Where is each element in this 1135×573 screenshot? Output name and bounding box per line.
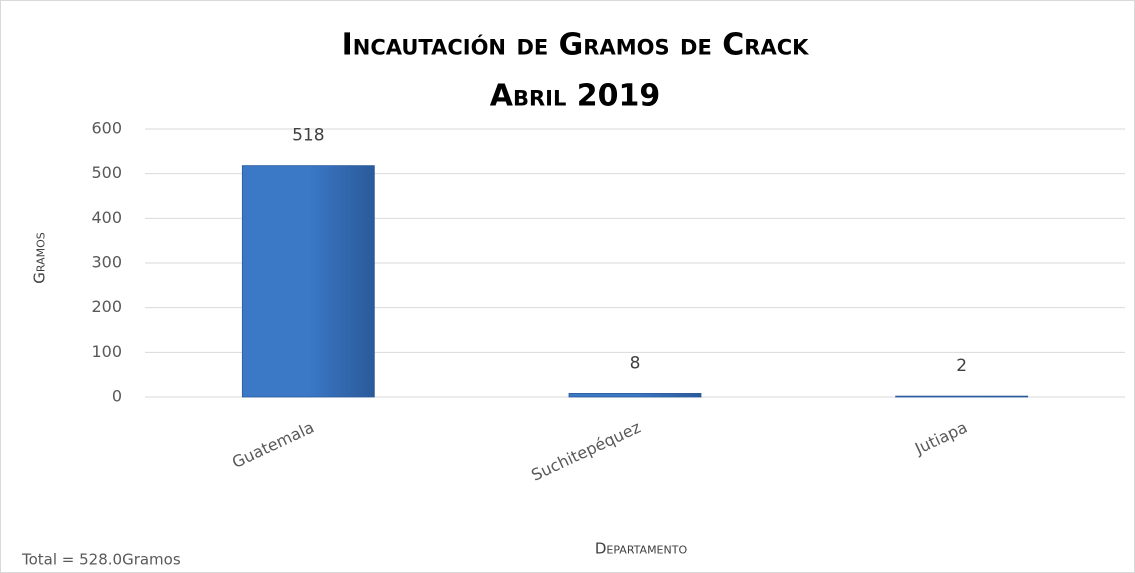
y-tick-label: 600 <box>91 119 122 138</box>
data-label: 518 <box>292 126 324 146</box>
y-tick-label: 500 <box>91 163 122 182</box>
y-tick-label: 400 <box>91 208 122 227</box>
bar <box>895 395 1029 398</box>
chart-title: Incautación de Gramos de Crack <box>342 28 810 63</box>
y-tick-label: 100 <box>91 342 122 361</box>
y-tick-label: 300 <box>91 253 122 272</box>
annotation: Total = 528.0Gramos <box>21 551 181 569</box>
x-axis-title: Departamento <box>595 540 688 558</box>
chart-subtitle: Abril 2019 <box>490 79 661 114</box>
y-tick-label: 200 <box>91 297 122 316</box>
y-axis-title: Gramos <box>31 232 49 283</box>
bar <box>241 165 375 398</box>
data-label: 2 <box>956 356 967 376</box>
bar <box>568 393 702 398</box>
y-tick-label: 0 <box>112 387 122 406</box>
data-label: 8 <box>630 353 641 373</box>
